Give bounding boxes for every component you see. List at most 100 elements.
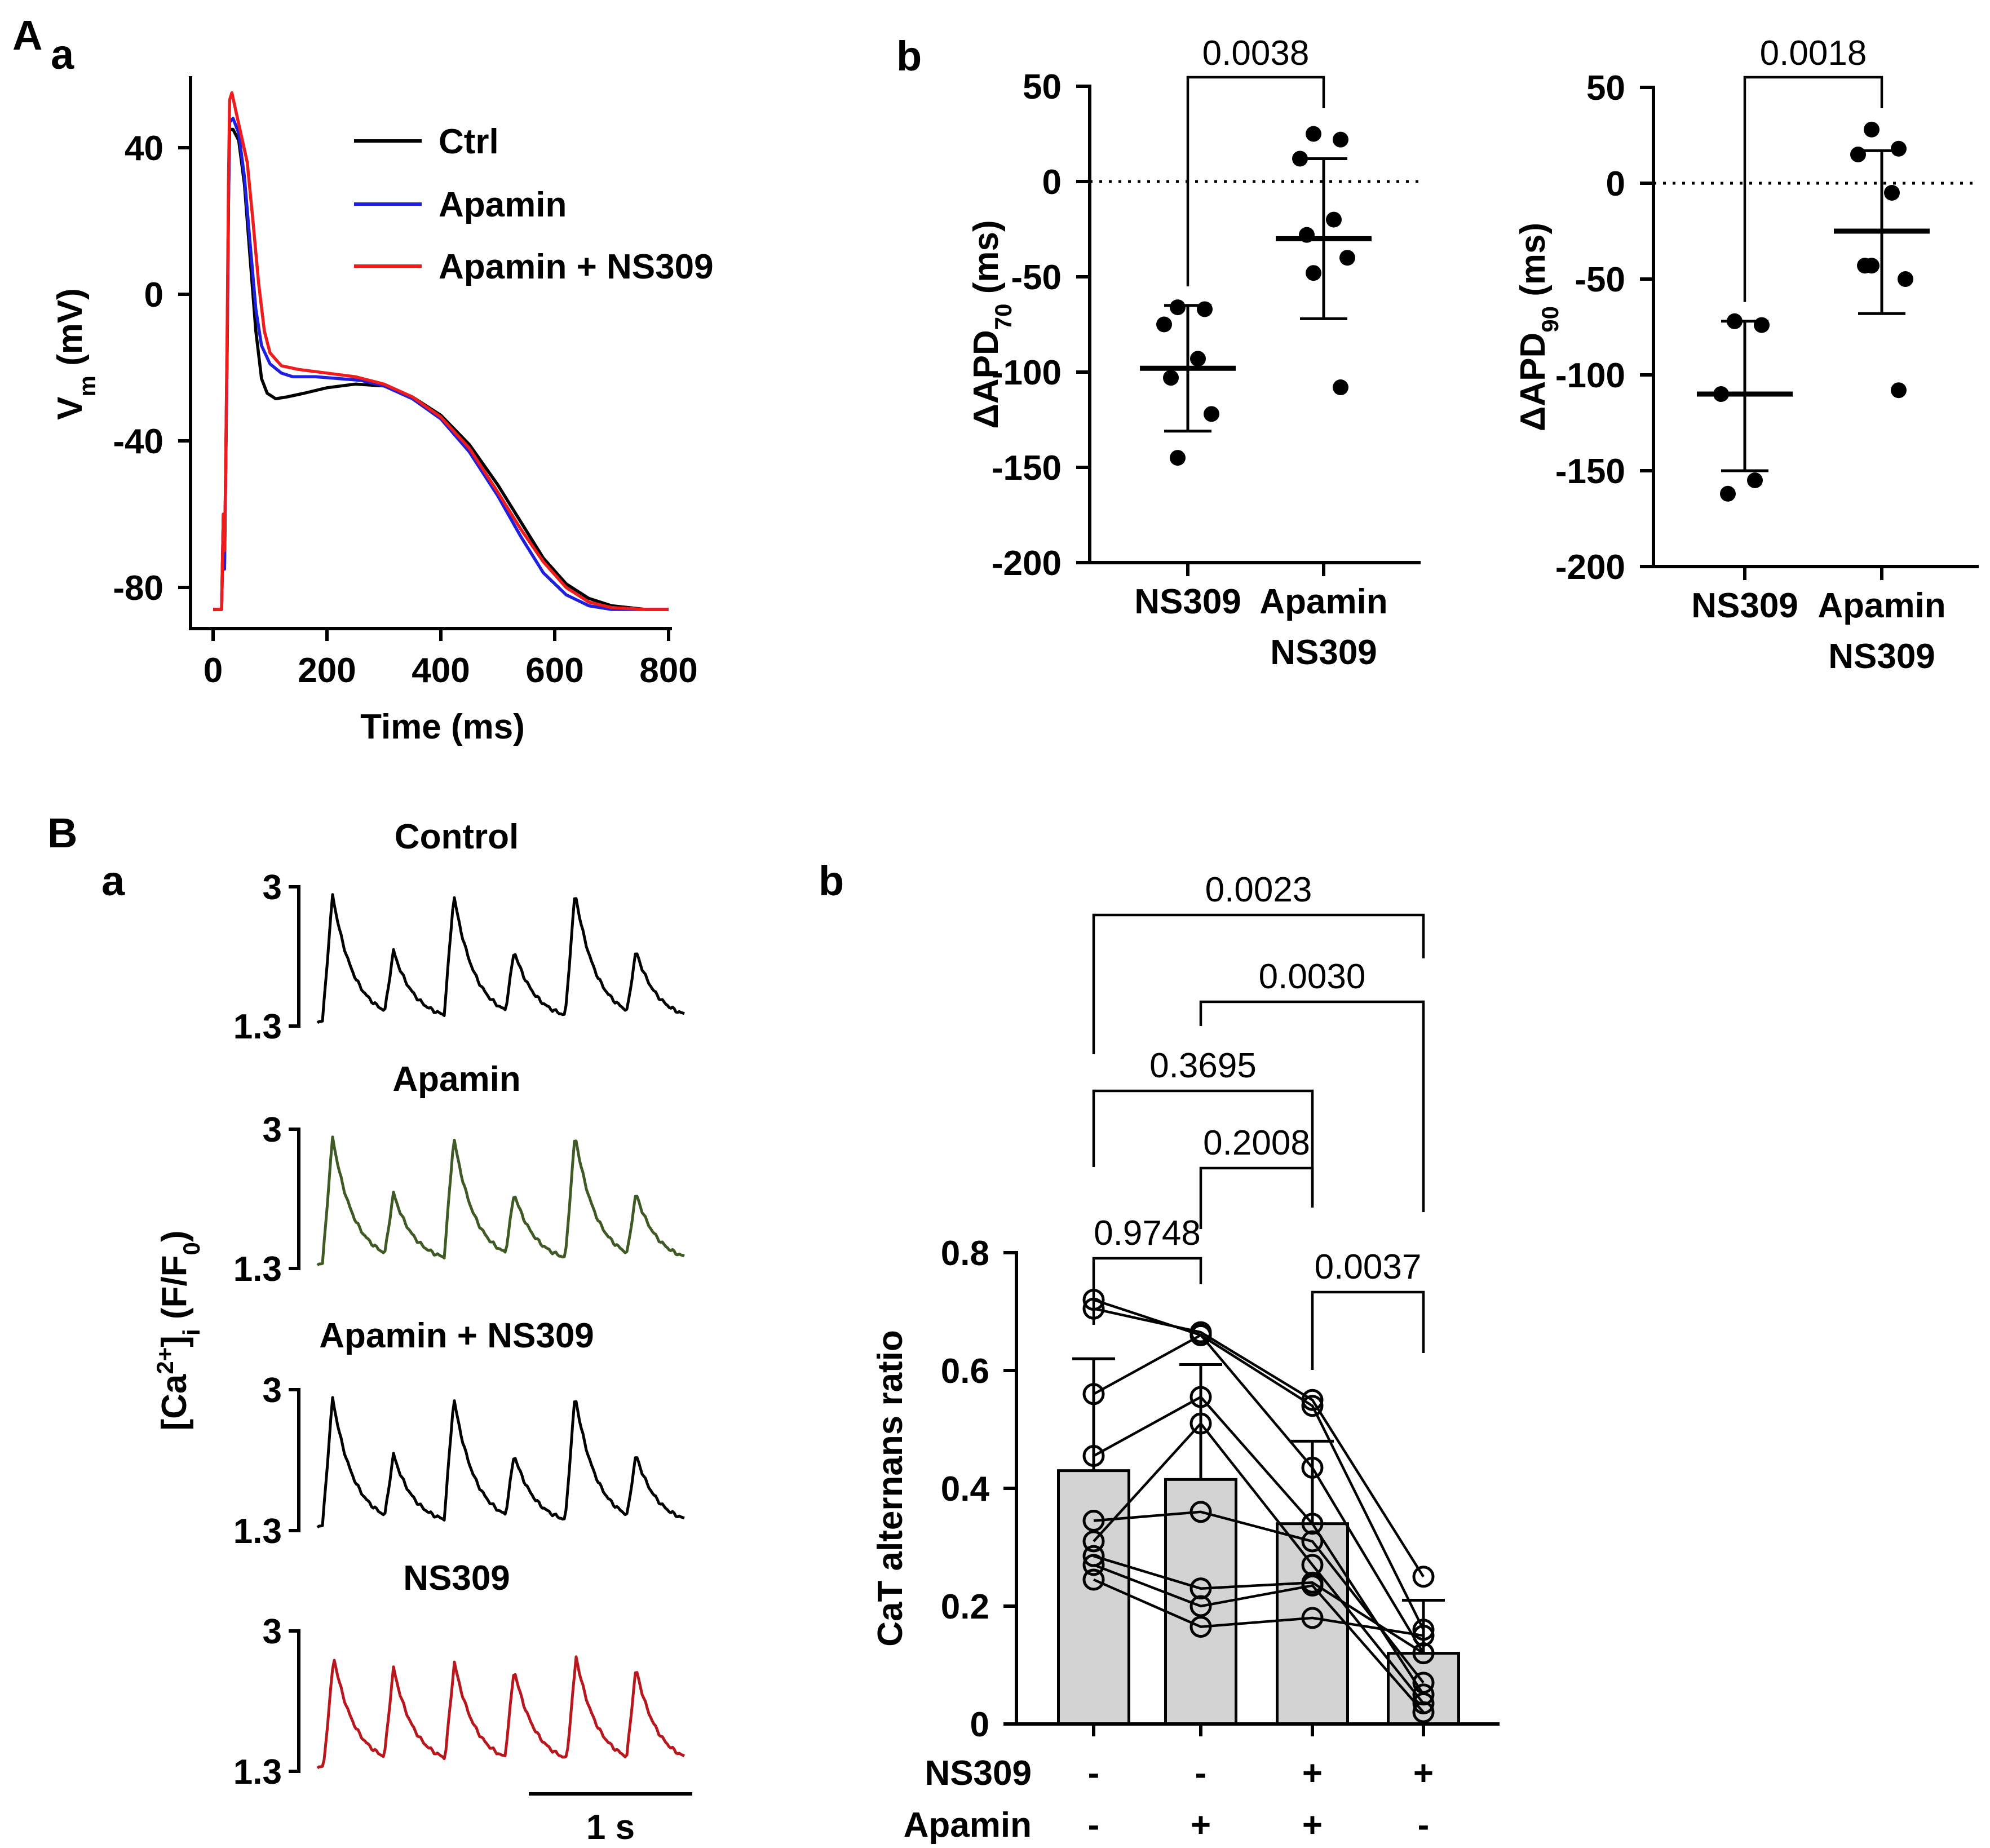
data-point xyxy=(1301,1530,1324,1553)
data-point xyxy=(1301,1607,1324,1629)
apamin-sign: + xyxy=(1302,1806,1323,1845)
apamin-sign: - xyxy=(1088,1806,1100,1845)
trace-y-axis xyxy=(289,1629,300,1773)
x-tick-label: NS309 xyxy=(1270,633,1377,672)
ns309-sign: - xyxy=(1088,1754,1100,1793)
p-value: 0.0037 xyxy=(1315,1248,1422,1286)
data-point xyxy=(1864,121,1880,138)
data-point xyxy=(1891,140,1907,157)
data-point xyxy=(1412,1619,1435,1641)
panel-label-Aa: a xyxy=(51,31,74,78)
x-tick-label: 0 xyxy=(204,651,223,690)
y-tick-label: -100 xyxy=(1555,356,1625,395)
p-value: 0.3695 xyxy=(1149,1046,1257,1085)
data-point xyxy=(1301,1574,1324,1597)
p-value: 0.0023 xyxy=(1205,870,1312,909)
data-point xyxy=(1898,271,1913,287)
y-tick-label: 1.3 xyxy=(233,1753,282,1792)
y-tick-label: 1.3 xyxy=(233,1250,282,1289)
data-point xyxy=(1301,1456,1324,1479)
y-tick-label: 1.3 xyxy=(233,1512,282,1551)
paired-line xyxy=(1093,1578,1424,1637)
y-tick-label: -40 xyxy=(113,422,163,461)
data-point xyxy=(1170,450,1186,466)
panel-label-Bb: b xyxy=(819,857,844,904)
calcium-trace-1 xyxy=(316,1135,685,1267)
y-tick-label: -50 xyxy=(1575,260,1625,299)
data-point xyxy=(1412,1566,1435,1588)
paired-line xyxy=(1093,1563,1425,1713)
data-point xyxy=(1204,406,1219,422)
y-tick-label: 1.3 xyxy=(233,1007,282,1046)
bar xyxy=(1276,1522,1349,1726)
y-axis-label: Vm (mV) xyxy=(51,288,100,420)
row-label-ns309: NS309 xyxy=(925,1754,1032,1793)
x-tick-label: 400 xyxy=(412,651,470,690)
y-axis-label: ΔAPD70 (ms) xyxy=(967,220,1016,428)
significance-bracket xyxy=(1743,76,1883,302)
data-point xyxy=(1082,1554,1105,1576)
paired-line xyxy=(1093,1298,1425,1630)
trace-y-axis xyxy=(289,1128,300,1270)
y-tick-label: 0 xyxy=(144,276,163,315)
trace-y-axis xyxy=(289,1388,300,1532)
y-tick-label: 50 xyxy=(1023,68,1062,107)
p-value: 0.9748 xyxy=(1094,1214,1201,1253)
data-point xyxy=(1333,379,1348,396)
x-axis-label: Time (ms) xyxy=(360,708,525,746)
ns309-sign: + xyxy=(1413,1754,1434,1793)
chart-apd90: 50 0 -50 -100 -150 -200 NS309 Apamin NS309 ΔAPD90… xyxy=(1514,34,1979,676)
x-tick-label: NS309 xyxy=(1828,637,1935,676)
data-point xyxy=(1339,250,1355,266)
comparison-bracket xyxy=(1092,1257,1202,1325)
data-point xyxy=(1306,126,1321,142)
chart-alternans-ratio: 0 0.2 0.4 0.6 0.8 CaT alternans ratio NS309 Apa… xyxy=(871,870,1500,1845)
p-value: 0.0018 xyxy=(1760,34,1867,73)
p-value: 0.0038 xyxy=(1202,34,1310,73)
legend-label: Apamin xyxy=(439,185,567,224)
x-tick-label: Apamin xyxy=(1259,582,1387,621)
data-point xyxy=(1301,1389,1324,1411)
paired-line xyxy=(1093,1395,1425,1696)
data-point xyxy=(1301,1395,1324,1417)
data-point xyxy=(1412,1672,1435,1694)
series-line-2 xyxy=(213,91,669,611)
data-point xyxy=(1189,1386,1212,1408)
ns309-sign: + xyxy=(1302,1754,1323,1793)
y-tick-label: 0.2 xyxy=(941,1588,989,1626)
chart-apd70: 50 0 -50 -100 -150 -200 NS309 Apamin NS309 ΔAPD70… xyxy=(967,34,1421,672)
data-point xyxy=(1170,299,1186,316)
y-tick-label: 0.8 xyxy=(941,1234,989,1273)
y-tick-label: -80 xyxy=(113,569,163,608)
calcium-trace-0 xyxy=(316,893,685,1024)
legend-label: Apamin + NS309 xyxy=(439,247,714,286)
data-point xyxy=(1189,1501,1212,1523)
paired-line xyxy=(1093,1421,1425,1704)
data-point xyxy=(1720,485,1736,502)
comparison-bracket xyxy=(1311,1290,1425,1370)
panel-label-Ab: b xyxy=(896,33,922,79)
data-point xyxy=(1412,1701,1435,1723)
y-tick-label: 0.6 xyxy=(941,1352,989,1391)
y-tick-label: -50 xyxy=(1011,258,1062,297)
data-point xyxy=(1082,1568,1105,1591)
data-point xyxy=(1189,1324,1212,1346)
panel-label-A: A xyxy=(12,12,42,59)
data-point xyxy=(1891,382,1907,399)
data-point xyxy=(1412,1624,1435,1647)
trace-title: Apamin + NS309 xyxy=(319,1316,594,1355)
data-point xyxy=(1082,1545,1105,1567)
data-point xyxy=(1412,1683,1435,1706)
y-tick-label: 3 xyxy=(263,1612,282,1651)
data-point xyxy=(1082,1530,1105,1553)
data-point xyxy=(1189,1616,1212,1638)
data-point xyxy=(1412,1642,1435,1665)
panel-label-B: B xyxy=(47,810,77,856)
data-point xyxy=(1189,1412,1212,1435)
x-tick-label: 200 xyxy=(298,651,356,690)
data-point xyxy=(1082,1509,1105,1532)
y-tick-label: -150 xyxy=(1555,452,1625,491)
y-tick-label: 0 xyxy=(970,1705,989,1744)
trace-title: NS309 xyxy=(403,1559,510,1598)
